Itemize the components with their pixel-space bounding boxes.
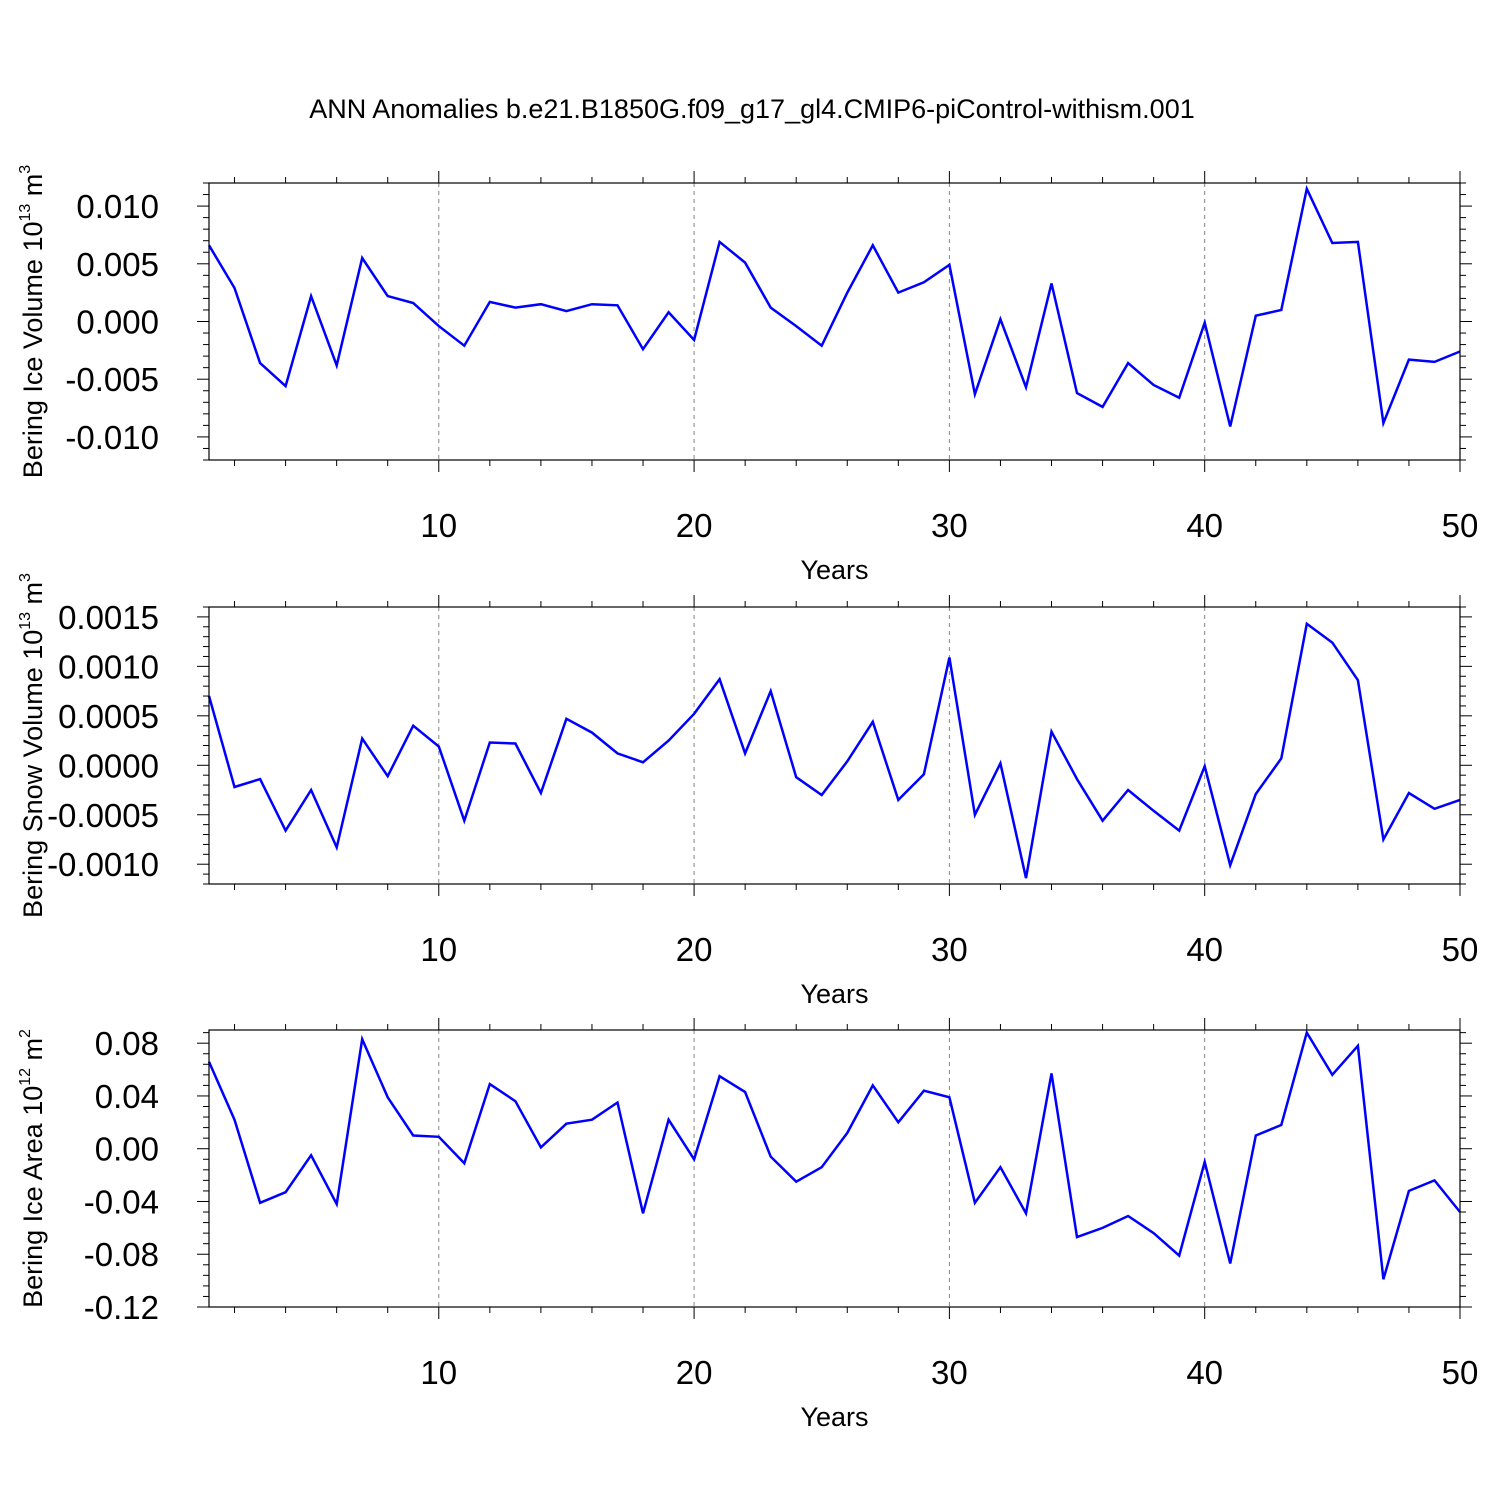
y-tick-label: -0.08 [84, 1236, 159, 1273]
y-tick-label: 0.0005 [58, 698, 159, 735]
y-axis-title-text: Bering Ice Area 10 [18, 1086, 48, 1308]
plot-frame [208, 1029, 1461, 1308]
x-axis-title: Years [800, 555, 868, 585]
x-tick-label: 30 [931, 931, 968, 968]
x-tick-label: 10 [420, 1354, 457, 1391]
y-tick-label: -0.12 [84, 1289, 159, 1326]
x-tick-label: 10 [420, 507, 457, 544]
data-line [207, 1029, 1461, 1280]
y-tick-label: 0.0015 [58, 599, 159, 636]
x-tick-label: 50 [1442, 1354, 1479, 1391]
y-tick-label: 0.08 [95, 1025, 159, 1062]
y-axis-title-text: Bering Ice Volume 10 [18, 222, 48, 479]
x-tick-label: 20 [676, 931, 713, 968]
y-axis-title-unit: m [18, 582, 48, 612]
y-tick-label: 0.0000 [58, 747, 159, 784]
x-tick-label: 50 [1442, 931, 1479, 968]
y-axis-title-unit: m [18, 174, 48, 204]
y-tick-label: 0.010 [76, 188, 159, 225]
x-tick-label: 20 [676, 507, 713, 544]
x-tick-label: 30 [931, 1354, 968, 1391]
x-axis-title: Years [800, 1402, 868, 1432]
y-tick-label: 0.00 [95, 1131, 159, 1168]
y-tick-label: -0.04 [84, 1183, 159, 1220]
page-title: ANN Anomalies b.e21.B1850G.f09_g17_gl4.C… [309, 94, 1194, 124]
y-axis-title-unit-exponent: 3 [17, 573, 34, 582]
x-tick-label: 40 [1186, 1354, 1223, 1391]
y-axis-title-unit: m [18, 1038, 48, 1068]
y-axis-title: Bering Snow Volume 1013 m3 [17, 573, 48, 918]
y-tick-label: 0.000 [76, 304, 159, 341]
y-tick-label: 0.0010 [58, 648, 159, 685]
y-axis-title: Bering Ice Area 1012 m2 [17, 1029, 48, 1308]
y-axis-title-unit-exponent: 3 [17, 165, 34, 174]
y-axis-title-exponent: 12 [17, 1068, 34, 1086]
y-axis-title: Bering Ice Volume 1013 m3 [17, 165, 48, 478]
x-tick-label: 30 [931, 507, 968, 544]
y-tick-label: -0.0010 [47, 846, 159, 883]
y-tick-label: -0.005 [65, 361, 159, 398]
x-tick-label: 40 [1186, 507, 1223, 544]
data-line [207, 621, 1461, 879]
x-tick-label: 50 [1442, 507, 1479, 544]
y-tick-label: -0.0005 [47, 797, 159, 834]
y-axis-title-unit-exponent: 2 [17, 1029, 34, 1038]
y-axis-title-exponent: 13 [17, 612, 34, 630]
y-tick-label: 0.04 [95, 1078, 159, 1115]
y-axis-title-text: Bering Snow Volume 10 [18, 630, 48, 918]
chart-panel-3: 10 20 30 40 50 -0.12 -0.08 -0.04 0.00 0.04 0.08 Yea… [17, 1018, 1478, 1432]
chart-panel-2: 10 20 30 40 50 -0.0010 -0.0005 0.0000 0.0005 0.00… [17, 573, 1478, 1009]
chart-panel-1: 10 20 30 40 50 -0.010 -0.005 0.000 0.005 0.010 Yea… [17, 165, 1478, 585]
x-axis-title: Years [800, 979, 868, 1009]
y-tick-label: -0.010 [65, 419, 159, 456]
x-tick-label: 10 [420, 931, 457, 968]
y-axis-title-exponent: 13 [17, 204, 34, 222]
x-tick-label: 40 [1186, 931, 1223, 968]
y-tick-label: 0.005 [76, 246, 159, 283]
plot-frame [208, 606, 1461, 885]
data-line [207, 184, 1461, 428]
x-tick-label: 20 [676, 1354, 713, 1391]
